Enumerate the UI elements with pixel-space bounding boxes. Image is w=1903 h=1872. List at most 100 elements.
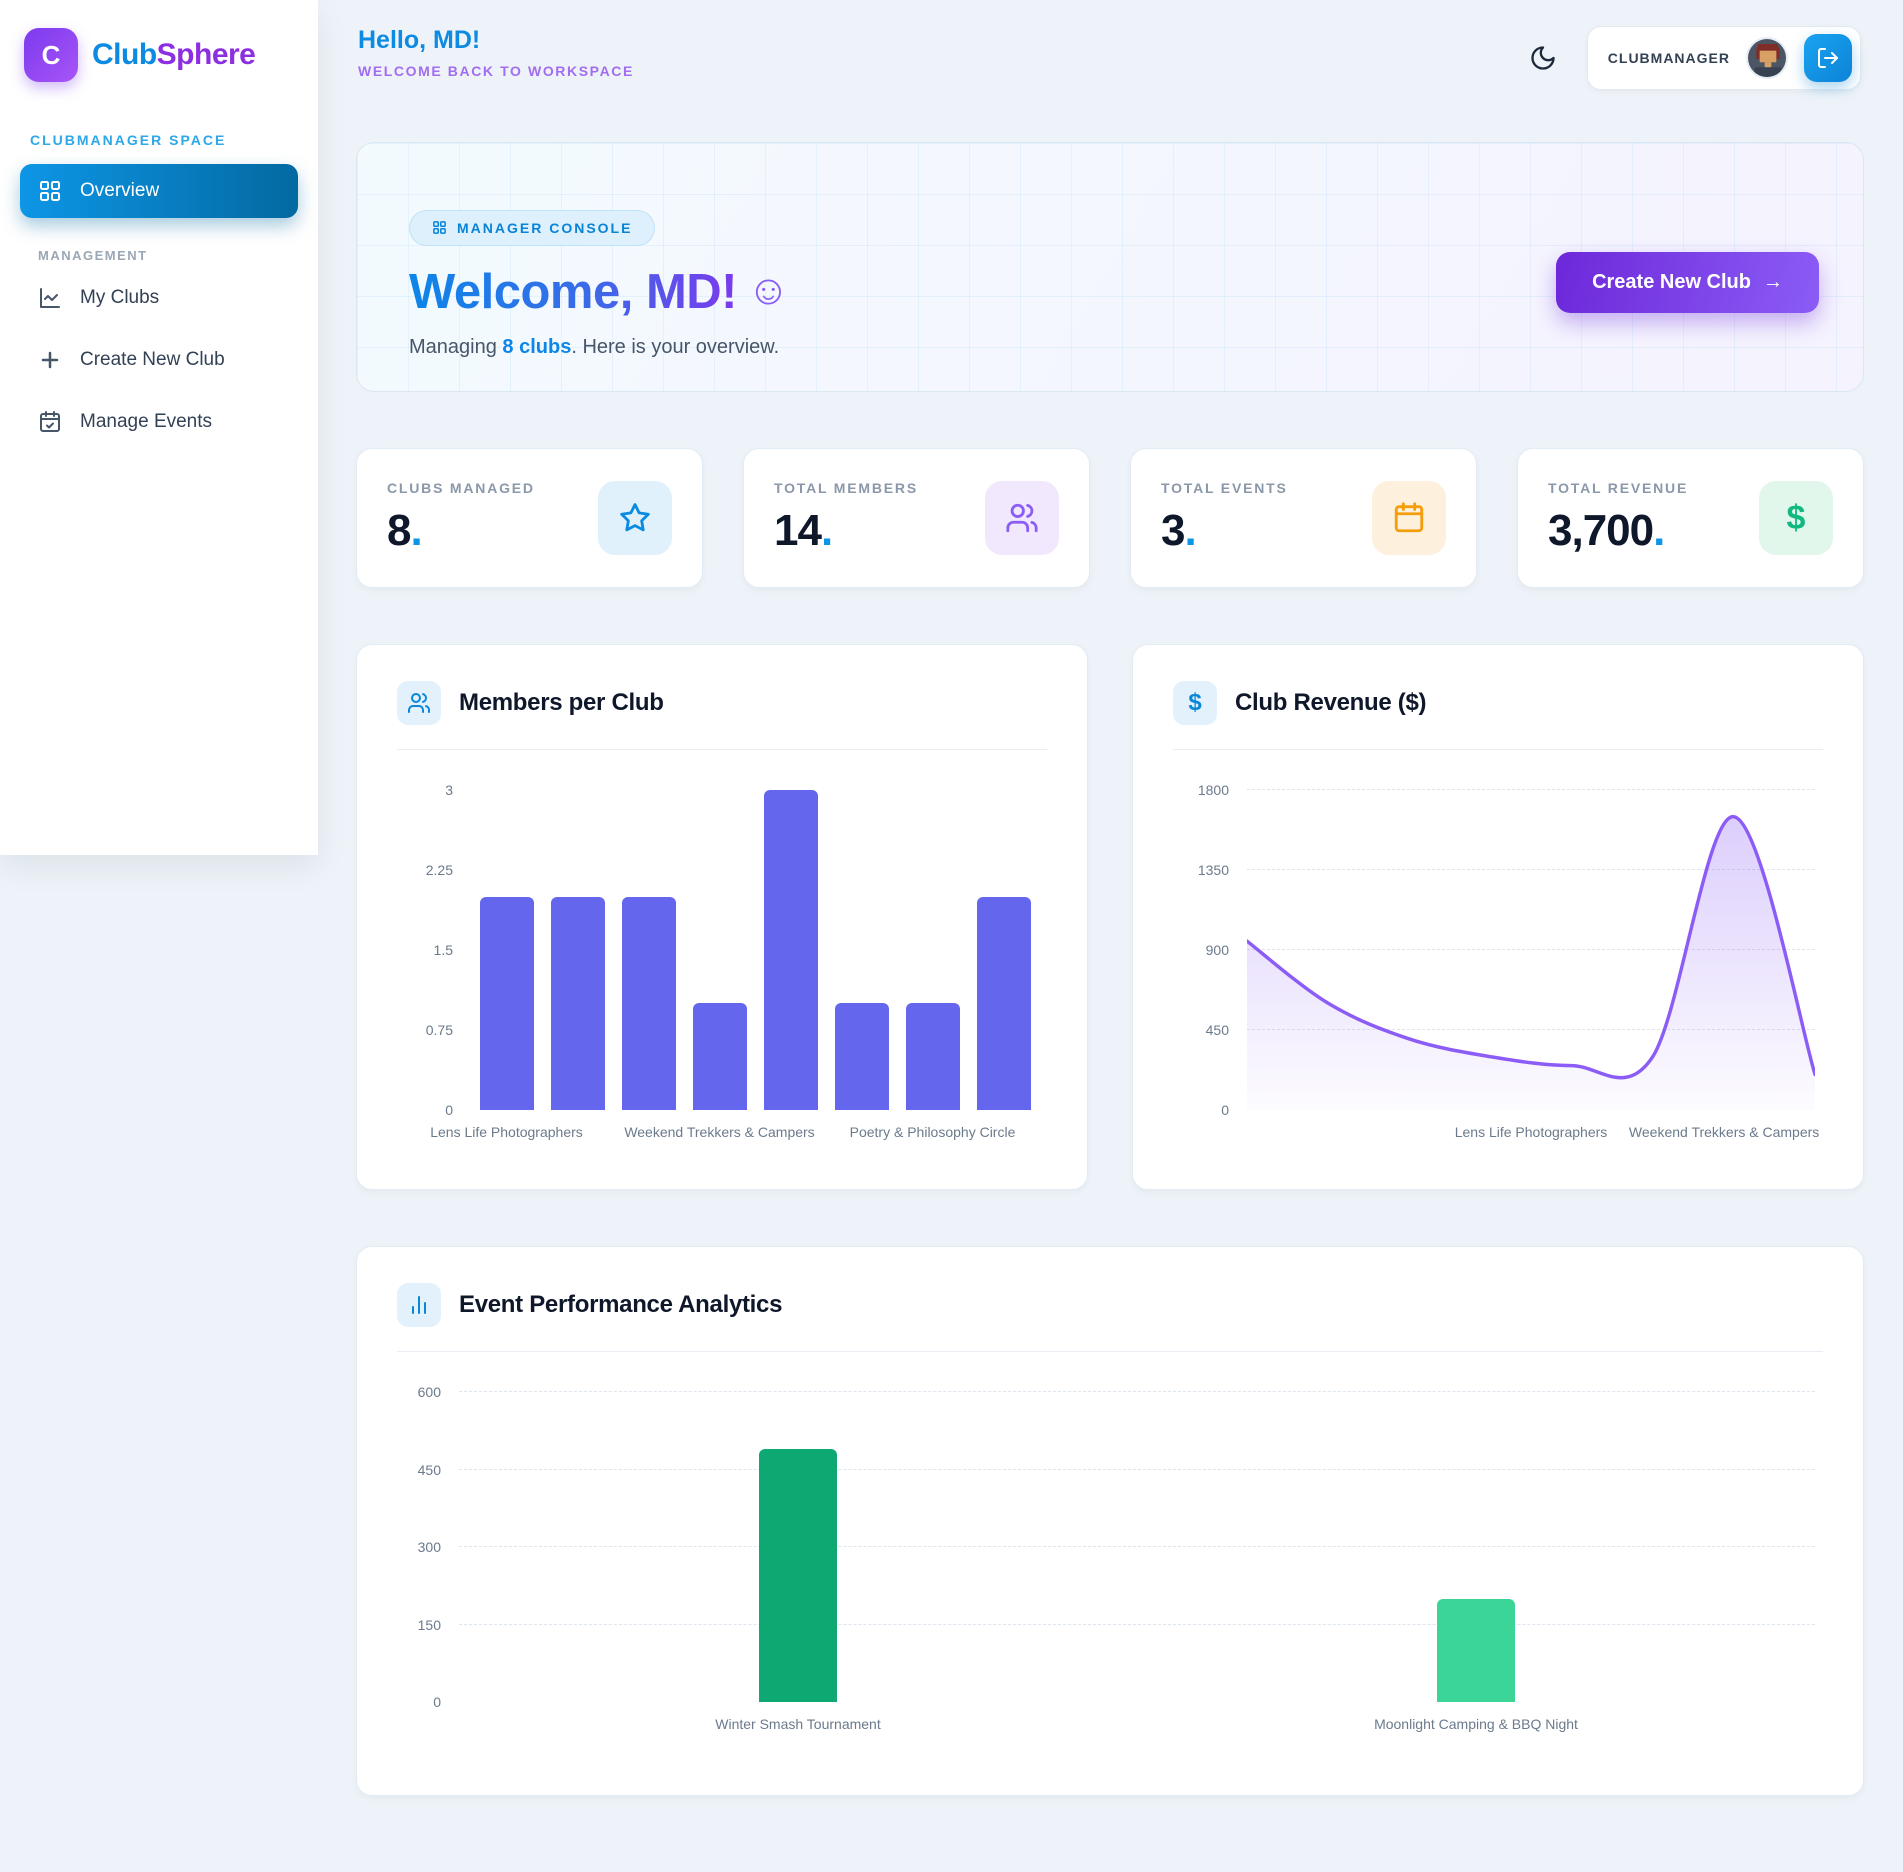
brand-logo-letter: C — [41, 39, 61, 70]
dollar-icon: $ — [1759, 481, 1833, 555]
line-chart-icon — [38, 286, 62, 310]
stat-label: TOTAL EVENTS — [1161, 480, 1288, 496]
x-axis-tick-label: Winter Smash Tournament — [715, 1716, 881, 1732]
y-axis-tick-label: 1800 — [1197, 782, 1229, 798]
brand-name: ClubSphere — [92, 38, 256, 72]
chart-title-event-performance: Event Performance Analytics — [459, 1291, 783, 1318]
y-axis-tick-label: 300 — [417, 1539, 441, 1555]
club-revenue-card: $ Club Revenue ($) 0 450 900 1350 1800 Lens L… — [1132, 644, 1864, 1190]
chart-bar — [834, 1003, 889, 1110]
y-axis-tick-label: 3 — [445, 782, 453, 798]
gridline — [459, 1391, 1815, 1392]
user-chip: CLUBMANAGER — [1586, 26, 1861, 90]
charts-row: Members per Club 0 0.75 1.5 2.25 3 Lens Life … — [356, 644, 1864, 1190]
y-axis-tick-label: 0 — [1221, 1102, 1229, 1118]
y-axis-tick-label: 1350 — [1197, 862, 1229, 878]
chart-bar — [550, 896, 605, 1110]
greeting-text: Hello, MD! — [358, 26, 481, 54]
y-axis-tick-label: 1.5 — [433, 942, 453, 958]
chart-bar — [692, 1003, 747, 1110]
gridline — [1247, 1029, 1815, 1030]
chart-title-members-per-club: Members per Club — [459, 689, 664, 716]
stat-card-clubs-managed: CLUBS MANAGED 8. — [356, 448, 703, 588]
logout-button[interactable] — [1804, 34, 1852, 82]
sidebar-section-space: CLUBMANAGER SPACE — [30, 132, 227, 148]
role-badge: CLUBMANAGER — [1607, 50, 1730, 66]
y-axis-tick-label: 450 — [1205, 1022, 1229, 1038]
y-axis-tick-label: 2.25 — [425, 862, 453, 878]
stat-card-total-events: TOTAL EVENTS 3. — [1130, 448, 1477, 588]
create-new-club-button[interactable]: Create New Club → — [1556, 251, 1819, 313]
event-performance-chart[interactable]: 0 150 300 450 600 Winter Smash Tournament Moon… — [418, 1384, 1815, 1732]
dollar-icon: $ — [1173, 681, 1217, 725]
y-axis-tick-label: 0 — [445, 1102, 453, 1118]
stat-card-total-revenue: TOTAL REVENUE 3,700. $ — [1517, 448, 1864, 588]
chart-bar — [621, 896, 676, 1110]
members-per-club-chart[interactable]: 0 0.75 1.5 2.25 3 Lens Life Photographers Week… — [426, 782, 1039, 1140]
brand-name-part1: Club — [92, 38, 157, 71]
users-icon — [397, 681, 441, 725]
sidebar: C ClubSphere CLUBMANAGER SPACE Overview … — [0, 0, 318, 855]
y-axis-tick-label: 0 — [433, 1694, 441, 1710]
sidebar-item-create-new-club[interactable]: Create New Club — [20, 333, 298, 387]
grid-icon — [38, 179, 62, 203]
star-icon — [598, 481, 672, 555]
club-revenue-chart[interactable]: 0 450 900 1350 1800 Lens Life Photographers We… — [1198, 782, 1819, 1140]
gridline — [459, 1623, 1815, 1625]
grid-icon — [432, 220, 447, 235]
chart-bar — [479, 896, 534, 1110]
y-axis-tick-label: 600 — [417, 1384, 441, 1400]
chart-title-club-revenue: Club Revenue ($) — [1235, 689, 1427, 716]
sidebar-item-label: Overview — [80, 180, 160, 201]
dark-mode-toggle[interactable] — [1523, 38, 1563, 78]
workspace-note: WELCOME BACK TO WORKSPACE — [358, 63, 634, 79]
y-axis-tick-label: 0.75 — [425, 1022, 453, 1038]
members-per-club-card: Members per Club 0 0.75 1.5 2.25 3 Lens Life … — [356, 644, 1088, 1190]
gridline — [1247, 869, 1815, 870]
gridline — [459, 1546, 1815, 1547]
avatar[interactable] — [1746, 37, 1788, 79]
calendar-check-icon — [38, 410, 62, 434]
stat-value: 8. — [387, 506, 423, 555]
stats-row: CLUBS MANAGED 8. TOTAL MEMBERS 14. — [356, 448, 1864, 588]
x-axis-tick-label: Lens Life Photographers — [1454, 1124, 1608, 1140]
moon-icon — [1529, 44, 1557, 72]
x-axis-tick-label: Lens Life Photographers — [430, 1124, 583, 1140]
stat-value: 14. — [774, 506, 833, 555]
hero-subtitle: Managing 8 clubs. Here is your overview. — [409, 335, 780, 358]
gridline — [1247, 949, 1815, 950]
x-axis-tick-label: Weekend Trekkers & Campers — [624, 1124, 815, 1140]
bar-chart-icon — [397, 1283, 441, 1327]
x-axis-tick-label: Moonlight Camping & BBQ Night — [1374, 1716, 1578, 1732]
manager-console-label: MANAGER CONSOLE — [457, 219, 633, 236]
clubs-count: 8 clubs — [502, 335, 572, 358]
logout-icon — [1816, 46, 1840, 70]
sidebar-item-label: Create New Club — [80, 349, 225, 370]
chart-bar — [905, 1003, 960, 1110]
sidebar-item-label: My Clubs — [80, 287, 160, 308]
y-axis-tick-label: 150 — [417, 1616, 441, 1633]
users-icon — [985, 481, 1059, 555]
hero-card: MANAGER CONSOLE Welcome, MD! ☺ Managing 8… — [356, 142, 1864, 392]
sidebar-item-manage-events[interactable]: Manage Events — [20, 395, 298, 449]
brand-logo: C — [24, 28, 78, 82]
stat-label: TOTAL MEMBERS — [774, 480, 918, 496]
gridline — [1247, 789, 1815, 790]
sidebar-item-my-clubs[interactable]: My Clubs — [20, 271, 298, 325]
brand: C ClubSphere — [0, 18, 318, 92]
hero-title: Welcome, MD! — [409, 264, 737, 319]
y-axis-tick-label: 450 — [417, 1461, 441, 1478]
chart-bar — [763, 790, 818, 1110]
chart-bar — [759, 1448, 837, 1702]
sidebar-item-overview[interactable]: Overview — [20, 164, 298, 218]
stat-card-total-members: TOTAL MEMBERS 14. — [743, 448, 1090, 588]
event-performance-card: Event Performance Analytics 0 150 300 450 60… — [356, 1246, 1864, 1796]
brand-name-part2: Sphere — [156, 38, 256, 71]
x-axis-tick-label: Poetry & Philosophy Circle — [849, 1124, 1016, 1140]
chart-bar — [1437, 1598, 1515, 1702]
manager-console-badge: MANAGER CONSOLE — [409, 209, 656, 246]
x-axis-tick-label: Weekend Trekkers & Campers — [1628, 1124, 1820, 1140]
plus-icon — [38, 348, 62, 372]
calendar-icon — [1372, 481, 1446, 555]
sidebar-section-management: MANAGEMENT — [38, 248, 148, 263]
